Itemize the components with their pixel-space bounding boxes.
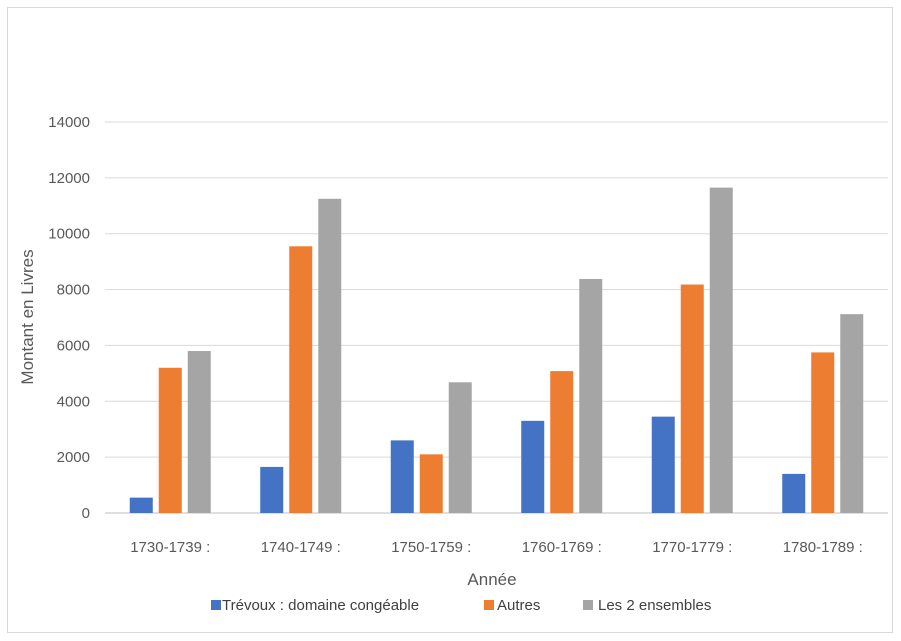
y-tick-label: 6000 [57,337,90,354]
bar-trevoux [651,416,675,513]
bar-les-2-ensembles [840,314,864,513]
y-tick-label: 14000 [48,114,90,131]
bar-trevoux [129,497,153,513]
bar-les-2-ensembles [709,187,733,513]
x-tick-label: 1760-1769 : [522,539,602,556]
y-axis-ticks: 0 2000 4000 6000 8000 10000 12000 14000 [48,114,90,522]
legend-label-les-2-ensembles: Les 2 ensembles [598,597,711,614]
y-axis-title: Montant en Livres [18,249,37,384]
bar-les-2-ensembles [448,382,472,513]
y-tick-label: 8000 [57,282,90,299]
y-tick-label: 4000 [57,393,90,410]
bar-trevoux [390,440,414,513]
bar-autres [419,454,443,513]
x-tick-label: 1750-1759 : [391,539,471,556]
legend-swatch-trevoux [211,600,221,610]
legend: Trévoux : domaine congéable Autres Les 2… [211,597,711,614]
bar-les-2-ensembles [318,198,342,513]
y-tick-label: 2000 [57,449,90,466]
x-tick-label: 1780-1789 : [783,539,863,556]
x-axis-title: Année [467,570,516,589]
legend-swatch-autres [484,600,494,610]
legend-swatch-les-2-ensembles [583,600,593,610]
bar-trevoux [260,466,284,513]
bar-les-2-ensembles [187,351,211,513]
bar-trevoux [521,420,545,513]
x-axis-ticks: 1730-1739 : 1740-1749 : 1750-1759 : 1760-17… [130,539,863,556]
x-tick-label: 1770-1779 : [652,539,732,556]
y-tick-label: 0 [82,505,90,522]
bar-les-2-ensembles [579,278,603,513]
bar-trevoux [782,473,806,513]
gridlines [105,121,888,514]
bar-autres [158,367,182,513]
bar-autres [289,246,313,513]
y-tick-label: 10000 [48,226,90,243]
bar-autres [811,352,835,513]
bars [129,187,864,513]
x-tick-label: 1740-1749 : [261,539,341,556]
bar-autres [550,371,574,513]
chart-frame [7,7,893,633]
x-tick-label: 1730-1739 : [130,539,210,556]
y-tick-label: 12000 [48,170,90,187]
legend-label-trevoux: Trévoux : domaine congéable [222,597,419,614]
legend-label-autres: Autres [497,597,540,614]
bar-autres [680,284,704,513]
